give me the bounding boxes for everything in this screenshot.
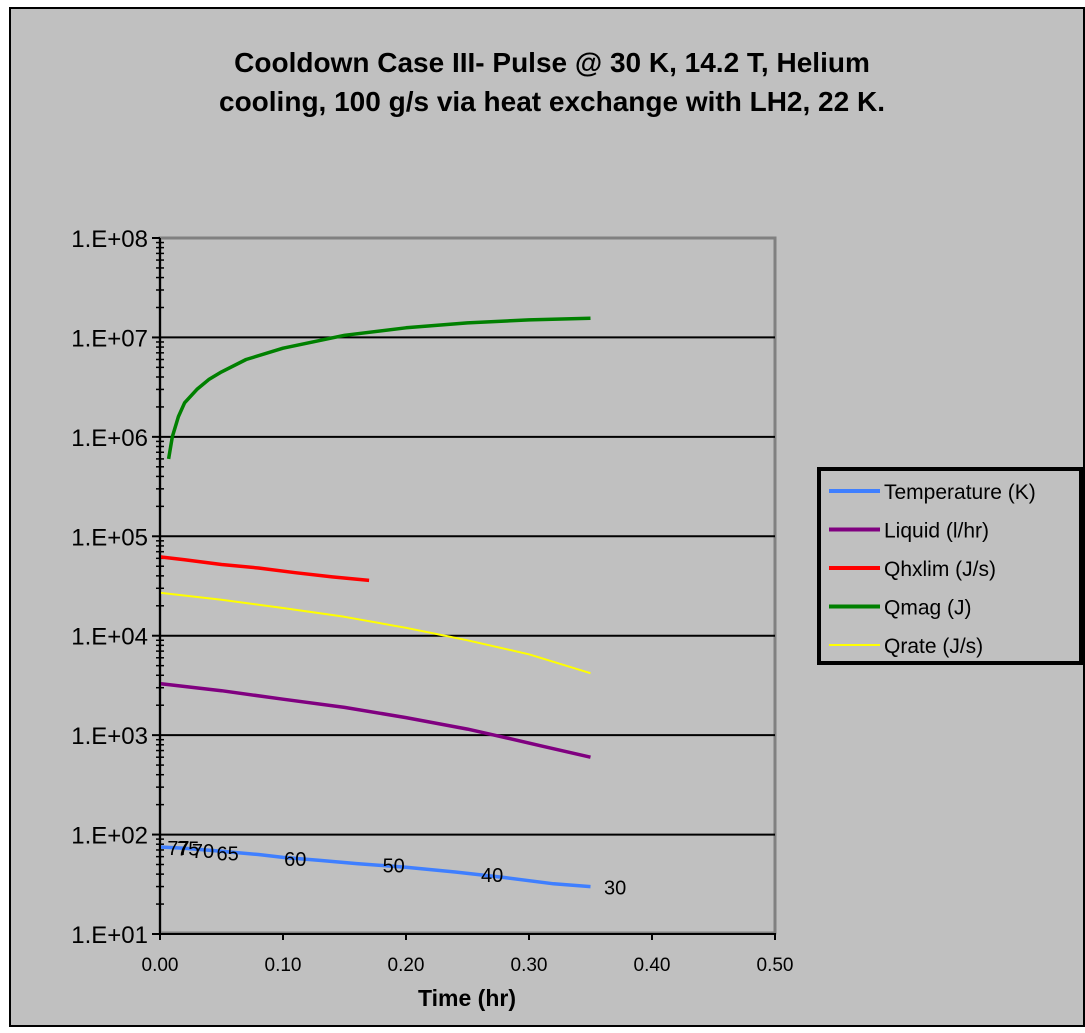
data-label: 40 [481, 865, 503, 887]
y-tick-label: 1.E+01 [71, 922, 148, 949]
data-label: 60 [284, 849, 306, 871]
legend-label-4: Qrate (J/s) [884, 635, 983, 658]
x-tick-labels: 0.00 0.10 0.20 0.30 0.40 0.50 [142, 955, 794, 976]
series-lines [159, 316, 591, 889]
series-line-1 [159, 681, 591, 759]
legend-label-0: Temperature (K) [884, 481, 1036, 504]
x-tick-label: 0.40 [634, 955, 671, 976]
y-tick-label: 1.E+04 [71, 624, 148, 651]
series-line-0 [159, 845, 591, 889]
data-label: 70 [192, 841, 214, 863]
y-tick-label: 1.E+07 [71, 325, 148, 352]
data-label: 77 [167, 838, 189, 860]
legend-label-3: Qmag (J) [884, 597, 972, 620]
x-tick-label: 0.00 [142, 955, 179, 976]
data-label: 75 [177, 839, 199, 861]
y-tick-label: 1.E+05 [71, 524, 148, 551]
series-line-4 [159, 591, 591, 675]
y-tick-labels: 1.E+01 1.E+02 1.E+03 1.E+04 1.E+05 1.E+06 1.E+… [71, 226, 148, 949]
y-tick-label: 1.E+06 [71, 425, 148, 452]
y-tick-label: 1.E+03 [71, 723, 148, 750]
data-label: 50 [383, 856, 405, 878]
y-tick-label: 1.E+08 [71, 226, 148, 253]
data-label: 65 [217, 844, 239, 866]
x-axis-label: Time (hr) [418, 985, 516, 1011]
x-tick-label: 0.20 [388, 955, 425, 976]
legend-label-2: Qhxlim (J/s) [884, 558, 996, 581]
legend-label-1: Liquid (l/hr) [884, 520, 989, 543]
plot-area [158, 236, 777, 935]
series-line-3 [166, 316, 591, 460]
series-line-2 [159, 555, 370, 583]
legend: Temperature (K) Liquid (l/hr) Qhxlim (J/s)… [817, 467, 1083, 665]
data-label: 30 [604, 878, 626, 900]
x-tick-label: 0.30 [511, 955, 548, 976]
chart-title-line-2: cooling, 100 g/s via heat exchange with … [219, 86, 885, 117]
x-tick-label: 0.50 [757, 955, 794, 976]
chart-title-line-1: Cooldown Case III- Pulse @ 30 K, 14.2 T,… [234, 47, 870, 78]
gridlines [160, 336, 775, 836]
x-tick-label: 0.10 [265, 955, 302, 976]
legend-box [817, 467, 1083, 665]
axes [159, 238, 776, 935]
y-tick-label: 1.E+02 [71, 823, 148, 850]
